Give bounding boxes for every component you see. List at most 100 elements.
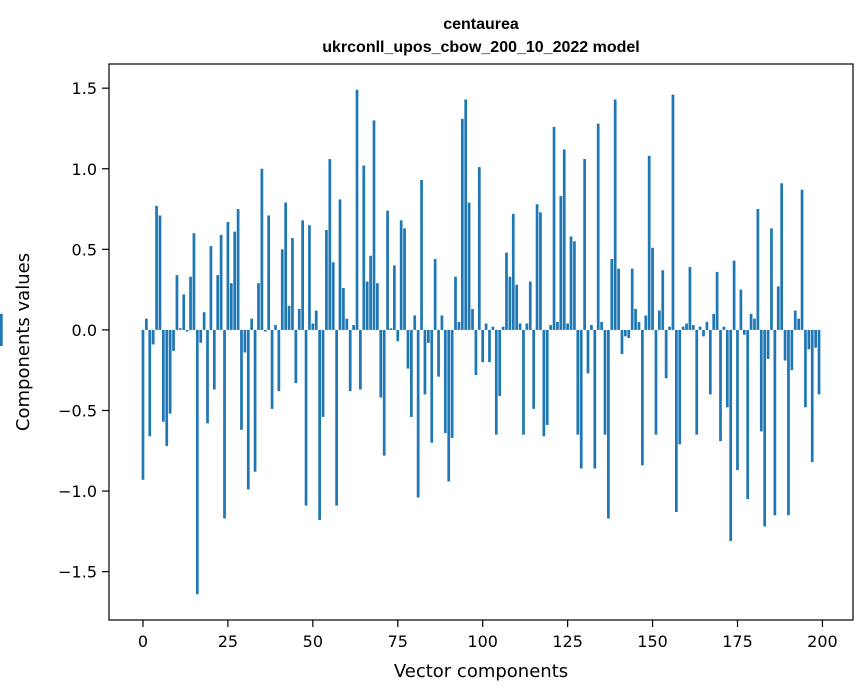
bar <box>477 167 481 330</box>
bar <box>807 329 811 350</box>
bar <box>559 196 563 330</box>
bar <box>732 260 736 330</box>
bar <box>569 236 573 330</box>
x-tick-label: 75 <box>388 632 408 651</box>
bar <box>641 329 644 466</box>
x-tick-label: 25 <box>218 632 238 651</box>
bar <box>304 329 308 506</box>
bar <box>627 329 631 338</box>
bar <box>413 315 417 330</box>
bar <box>284 202 288 330</box>
bar <box>681 326 685 330</box>
bar <box>658 310 661 330</box>
bar <box>790 329 794 371</box>
chart-title: centaurea <box>443 16 519 33</box>
bar <box>759 329 763 432</box>
bar <box>393 265 396 330</box>
bar <box>596 123 600 330</box>
bar <box>386 210 389 330</box>
y-tick-label: 0.5 <box>72 240 97 259</box>
bar <box>236 209 240 330</box>
bar <box>600 321 603 330</box>
bar <box>698 326 702 330</box>
bar <box>678 329 682 445</box>
bar <box>766 329 770 359</box>
bar <box>185 329 189 332</box>
bar <box>688 267 692 330</box>
bar <box>199 329 203 343</box>
bar <box>460 118 464 330</box>
x-tick-label: 50 <box>303 632 323 651</box>
x-tick-label: 200 <box>807 632 838 651</box>
bar <box>257 283 260 330</box>
bar <box>719 329 722 442</box>
bar <box>712 313 716 330</box>
bar <box>671 94 675 330</box>
bar <box>308 225 311 330</box>
x-tick-label: 150 <box>637 632 668 651</box>
bar <box>291 238 294 330</box>
bar <box>800 189 804 330</box>
bar <box>325 229 328 330</box>
bar <box>263 329 267 332</box>
bar <box>443 329 447 434</box>
bar <box>233 231 237 330</box>
bar <box>250 318 254 330</box>
y-axis-label: Components values <box>13 253 34 431</box>
bar <box>189 276 192 330</box>
bar <box>287 305 291 330</box>
bar <box>338 199 342 330</box>
bar <box>630 268 634 330</box>
bar <box>522 329 525 435</box>
bar <box>223 329 226 519</box>
bar <box>702 329 705 337</box>
bar <box>359 329 362 390</box>
bar <box>206 329 209 424</box>
bar <box>437 329 440 377</box>
bar <box>297 308 301 330</box>
bar <box>406 329 410 369</box>
bar <box>240 329 243 430</box>
bar <box>379 329 383 398</box>
bar <box>403 228 406 330</box>
bar <box>331 262 335 330</box>
bar <box>426 329 430 343</box>
y-axis: −1.5 −1.0 −0.5 0.0 0.5 1.0 1.5 <box>58 79 109 582</box>
bar <box>216 275 220 330</box>
bar <box>467 202 471 330</box>
bar <box>797 318 800 330</box>
bar <box>423 329 427 395</box>
bar <box>280 249 284 330</box>
bar <box>192 233 196 330</box>
bar <box>219 234 223 330</box>
y-tick-label: 0.0 <box>72 321 97 340</box>
bar <box>454 276 457 330</box>
x-axis-label: Vector components <box>394 661 568 682</box>
bar <box>420 180 423 330</box>
bar <box>168 329 172 414</box>
bar <box>318 329 321 521</box>
bar <box>722 326 726 330</box>
bar <box>212 329 216 390</box>
bar <box>651 247 654 330</box>
bar <box>433 259 437 330</box>
bar <box>763 329 767 527</box>
bar <box>654 329 658 435</box>
bar <box>511 213 515 330</box>
bar <box>158 215 162 330</box>
bar <box>376 283 379 330</box>
x-tick-label: 125 <box>552 632 583 651</box>
bar <box>573 241 576 330</box>
bar <box>508 276 512 330</box>
bar <box>260 168 264 330</box>
bar <box>246 329 250 490</box>
bar <box>243 329 247 353</box>
bar <box>708 329 712 395</box>
bar <box>410 329 413 417</box>
bars-group <box>0 89 821 595</box>
bar <box>661 270 665 330</box>
bar <box>753 318 756 330</box>
bar <box>267 215 271 330</box>
bar <box>664 329 668 379</box>
bar <box>145 318 148 330</box>
